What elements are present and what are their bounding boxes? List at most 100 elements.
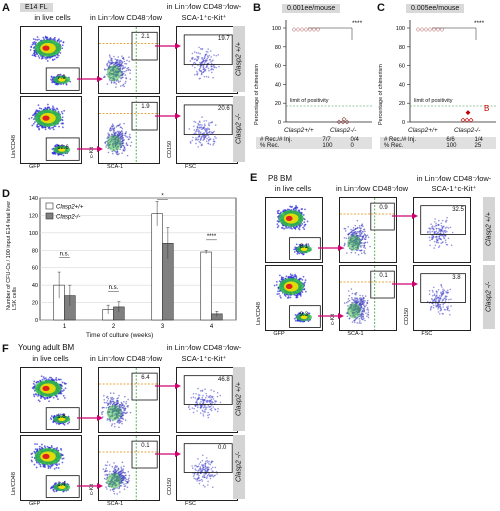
- panel-c-r2b: 25: [474, 143, 482, 149]
- facs-x-axis-label: SCA-1: [347, 331, 364, 337]
- panel-b-x1: Clasp2+/+: [284, 127, 314, 134]
- y-tick-label: 60: [32, 266, 38, 272]
- y-tick-label: 60: [275, 64, 281, 70]
- bar-wt: [200, 251, 212, 321]
- wt-point: [439, 27, 445, 32]
- panel-d-xlabel: Time of culture (weeks): [86, 332, 154, 339]
- y-tick-label: 140: [29, 196, 38, 202]
- wt-point: [295, 27, 301, 32]
- panel-e-col3a: in Lin⁻⁄low CD48⁻⁄low-: [416, 174, 492, 183]
- panel-c-limit: limit of positivity: [414, 98, 453, 104]
- y-tick-label: 100: [29, 231, 38, 237]
- facs-plot: [265, 265, 323, 331]
- genotype-row-label: Clasp2 +/+: [233, 367, 245, 431]
- wt-point: [299, 27, 305, 32]
- gate-value: 7.9: [57, 74, 66, 81]
- panel-d-letter: D: [2, 188, 10, 200]
- panel-c-plot: 0 20 40 60 80 100: [396, 20, 496, 126]
- x-tick-label: 2: [112, 324, 116, 330]
- facs-x-axis-label: FSC: [185, 164, 196, 170]
- gate-value: 1.9: [141, 103, 150, 110]
- y-tick-label: 80: [275, 45, 281, 51]
- panel-a-col3a: in Lin⁻⁄low CD48⁻⁄low-: [166, 2, 242, 11]
- bar-wt: [151, 213, 163, 321]
- panel-f-col3b: SCA-1⁺c-Kit⁺: [181, 354, 227, 363]
- panel-e-col3b: SCA-1⁺c-Kit⁺: [431, 184, 477, 193]
- panel-a-tag: E14 FL: [20, 3, 53, 12]
- y-tick-label: 80: [399, 45, 405, 51]
- facs-y-axis-label: CD150: [404, 307, 410, 325]
- facs-plot: [265, 197, 323, 263]
- y-tick-label: 40: [399, 82, 405, 88]
- facs-x-axis-label: GFP: [29, 164, 41, 170]
- panel-b-table: # Rec./# Inj. 7/7 0/4 % Rec. 100 0: [256, 137, 372, 149]
- legend-label: Clasp2+/+: [56, 205, 84, 211]
- gate-value: 6.4: [141, 374, 150, 381]
- facs-plot: [413, 197, 471, 263]
- ko-point: [468, 117, 474, 123]
- gate-value: 12.6: [57, 144, 69, 151]
- panel-b-limit: limit of positivity: [290, 98, 329, 104]
- facs-x-axis-label: GFP: [273, 331, 285, 337]
- facs-y-axis-label: Lin/CD48: [11, 135, 17, 158]
- facs-y-axis-label: c-Kit: [330, 314, 336, 325]
- gate-value: 46.8: [218, 376, 230, 383]
- facs-plot: [413, 265, 471, 331]
- panel-b-ylabel: Percentage of chimerism: [254, 64, 260, 125]
- panel-b-r1b: 0/4: [350, 137, 359, 143]
- facs-y-axis-label: Lin/CD48: [11, 472, 17, 495]
- genotype-row-label: Clasp2 -/-: [233, 435, 245, 499]
- panel-c-r1: # Rec./# Inj.: [384, 137, 417, 143]
- panel-c-r1b: 1/4: [474, 137, 483, 143]
- wt-point: [419, 27, 425, 32]
- genotype-row-label: Clasp2 -/-: [233, 96, 245, 162]
- facs-plot: [98, 367, 160, 433]
- facs-x-axis-label: FSC: [185, 501, 196, 507]
- facs-plot: [98, 96, 160, 164]
- panel-b-x2: Clasp2-/-: [330, 127, 357, 134]
- gate-arrow: [77, 75, 103, 82]
- gate-arrow: [392, 213, 418, 220]
- y-tick-label: 0: [278, 120, 281, 126]
- y-tick-label: 0: [35, 318, 38, 324]
- panel-b-r1a: 7/7: [322, 137, 331, 143]
- y-tick-label: 40: [275, 82, 281, 88]
- gate-value: 2.1: [141, 33, 150, 40]
- wt-point: [311, 27, 317, 32]
- facs-x-axis-label: GFP: [29, 501, 41, 507]
- facs-plot: [176, 96, 238, 164]
- sig-label: ****: [207, 234, 217, 240]
- y-tick-label: 0: [402, 120, 405, 126]
- facs-y-axis-label: Lin/CD48: [256, 302, 262, 325]
- genotype-row-label: Clasp2 +/+: [483, 197, 495, 261]
- facs-y-axis-label: CD150: [167, 477, 173, 495]
- wt-point: [427, 27, 433, 32]
- y-tick-label: 80: [32, 248, 38, 254]
- facs-plot: [176, 367, 238, 433]
- panel-c-x1: Clasp2+/+: [408, 127, 438, 134]
- wt-point: [435, 27, 441, 32]
- ko-point: [344, 119, 350, 125]
- x-tick-label: 3: [161, 324, 165, 330]
- facs-y-axis-label: CD150: [167, 140, 173, 158]
- gate-arrow: [318, 245, 344, 252]
- panel-b-r1: # Rec./# Inj.: [260, 137, 293, 143]
- sig-label: *: [161, 194, 164, 200]
- y-tick-label: 60: [399, 64, 405, 70]
- ko-point: [340, 119, 346, 125]
- gate-value: 32.5: [452, 206, 464, 213]
- gate-value: 8.1: [299, 244, 309, 251]
- gate-value: 9.3: [299, 312, 309, 319]
- facs-plot: [98, 26, 160, 94]
- gate-value: 0.0: [218, 444, 227, 451]
- genotype-row-label: Clasp2 +/+: [233, 26, 245, 92]
- wt-point: [431, 27, 437, 32]
- facs-y-axis-label: c-Kit: [89, 484, 95, 495]
- gate-arrow: [318, 313, 344, 320]
- panel-f-tag: Young adult BM: [18, 343, 75, 352]
- gate-value: 1.4: [57, 482, 66, 489]
- x-tick-label: 1: [63, 324, 67, 330]
- panel-c-r2: % Rec.: [384, 143, 404, 149]
- panel-b-r2b: 0: [350, 143, 354, 149]
